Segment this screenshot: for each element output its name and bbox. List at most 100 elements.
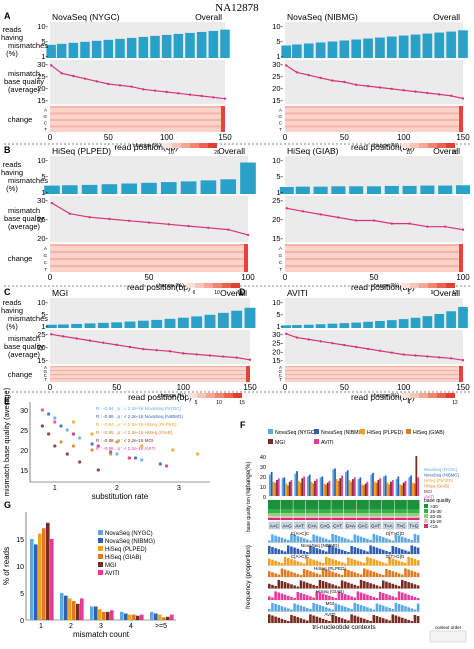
f-freq-bar <box>315 560 319 566</box>
change-heat-row <box>50 129 225 132</box>
f-subpanel-title: G[T>G]G <box>386 554 405 559</box>
e-point <box>140 444 144 448</box>
f-subpanel-title: G[T>G]G <box>386 531 405 536</box>
f-freq-bar <box>277 561 281 566</box>
f-freq-bar <box>331 596 334 600</box>
f-legend-label: AVITI <box>321 440 334 446</box>
f-freq-bar <box>359 592 363 600</box>
f-bq-cell <box>268 513 281 516</box>
f-freq-bar <box>363 550 366 554</box>
change-row-tick: T <box>44 267 47 272</box>
change-legend-title: change (%) <box>371 143 399 149</box>
f-freq-bar <box>344 619 347 623</box>
f-freq-bar <box>397 535 401 543</box>
f-freq-bar <box>388 582 391 589</box>
x-tick-label: 150 <box>456 133 470 142</box>
f-freq-bar <box>356 535 360 543</box>
f-bq-legend-swatch <box>424 519 428 523</box>
f-freq-bar <box>268 596 271 600</box>
f-freq-bar <box>318 579 322 589</box>
f-bar <box>296 471 298 496</box>
reads-mismatch-bar <box>240 162 256 194</box>
change-heat-row <box>50 106 225 109</box>
f-freq-bar <box>271 584 274 589</box>
reads-mismatch-y-tick: 5- <box>276 172 283 181</box>
base-quality-y-tick: 15- <box>37 356 48 365</box>
f-freq-bar <box>334 535 338 543</box>
f-bar <box>404 480 407 496</box>
reads-mismatch-bar <box>281 45 292 58</box>
g-x-tick: 4 <box>129 623 133 630</box>
f-category-box <box>382 521 394 530</box>
f-bq-label: base quality bin (%) <box>246 488 252 532</box>
base-quality-point <box>461 359 465 362</box>
change-row-tick: A <box>279 246 282 251</box>
e-x-tick: 3 <box>177 485 181 492</box>
e-point <box>53 420 57 424</box>
f-bq-cell <box>306 516 319 518</box>
f-category-box <box>408 521 420 530</box>
base-quality-point <box>200 94 203 98</box>
base-quality-point <box>414 90 417 93</box>
reads-mismatch-bar <box>84 323 96 328</box>
change-legend-swatch <box>186 283 195 288</box>
f-freq-bar <box>401 617 404 623</box>
f-freq-bar <box>363 618 366 623</box>
row-label-line: mismatch <box>8 206 40 215</box>
base-quality-plot-bg <box>50 330 250 364</box>
f-freq-bar <box>416 616 420 623</box>
base-quality-y-tick: 25- <box>37 330 48 339</box>
change-legend-swatch <box>222 283 231 288</box>
change-heat-row <box>285 251 463 254</box>
f-freq-bar <box>344 550 347 554</box>
f-legend-label: HiSeq (PLPED) <box>367 430 403 436</box>
reads-mismatch-bar <box>164 318 176 328</box>
change-legend-tick: 10 <box>406 150 412 156</box>
f-bar <box>408 477 411 496</box>
f-freq-bar <box>366 538 369 543</box>
row-label-line: having <box>1 306 23 315</box>
f-freq-bar <box>369 539 372 543</box>
f-freq-bar <box>372 584 376 589</box>
f-freq-bar <box>378 617 382 623</box>
reads-mismatch-bar <box>351 39 362 58</box>
f-bq-cell <box>382 513 395 516</box>
row-label-line: reads <box>3 160 22 169</box>
change-legend-swatch <box>401 143 410 148</box>
change-heat-row <box>285 374 463 376</box>
f-freq-bar <box>347 557 350 566</box>
f-freq-bar <box>299 605 303 612</box>
f-freq-bar <box>410 539 414 543</box>
change-heat-row <box>50 255 248 258</box>
base-quality-point <box>62 335 65 338</box>
reads-mismatch-bar <box>438 185 453 194</box>
base-quality-row-label: mismatch base quality (average) <box>4 69 44 94</box>
f-freq-bar <box>306 552 309 554</box>
change-legend-swatch <box>172 143 181 148</box>
x-tick-label: 100 <box>397 133 411 142</box>
reads-mismatch-bar <box>327 323 338 328</box>
change-legend-title: change (%) <box>371 393 399 399</box>
f-freq-bar <box>293 598 296 600</box>
f-bar <box>366 481 369 496</box>
f-freq-bar <box>375 616 379 623</box>
row-label-line: reads <box>3 298 22 307</box>
f-freq-bar <box>287 545 290 554</box>
reads-mismatch-y-tick: 5- <box>276 310 283 319</box>
change-legend-title: change (%) <box>133 143 161 149</box>
f-bar <box>297 480 300 496</box>
reads-mismatch-y-tick: 1- <box>41 52 48 61</box>
change-legend-swatch <box>199 143 208 148</box>
f-freq-bar <box>293 535 296 543</box>
f-freq-bar <box>321 581 325 589</box>
change-legend-swatch <box>437 393 446 398</box>
base-quality-point <box>331 342 334 345</box>
change-legend-title: change (%) <box>156 283 184 289</box>
f-freq-bar <box>359 536 363 543</box>
f-freq-bar <box>366 569 369 577</box>
base-quality-point <box>355 345 358 349</box>
base-quality-y-tick: 20- <box>272 215 283 224</box>
change-legend-swatch <box>446 143 455 148</box>
base-quality-point <box>195 353 198 356</box>
